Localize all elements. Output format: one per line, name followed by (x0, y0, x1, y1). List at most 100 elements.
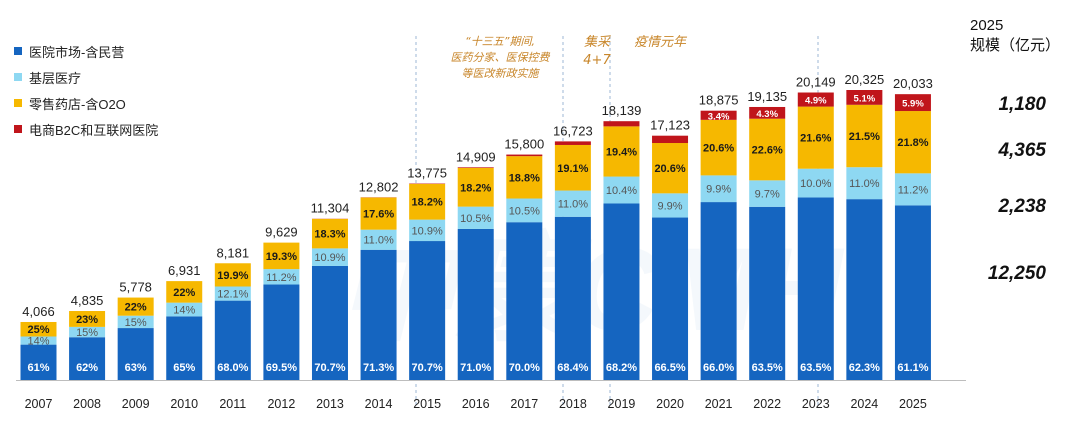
segment-label-2014-s0: 71.3% (363, 362, 394, 374)
bar-segment-2016-s1 (457, 206, 494, 229)
x-tick-2015: 2015 (413, 397, 441, 411)
x-tick-2010: 2010 (170, 397, 198, 411)
total-label-2015: 13,775 (407, 165, 447, 180)
segment-label-2011-s0: 68.0% (217, 362, 248, 374)
segment-label-2016-s1: 10.5% (460, 213, 491, 225)
legend-swatch-hospital (14, 47, 22, 55)
segment-label-2013-s0: 70.7% (314, 362, 345, 374)
bar-segment-2008-s1 (69, 326, 106, 338)
total-label-2008: 4,835 (71, 293, 104, 308)
segment-label-2024-s2: 21.5% (849, 131, 880, 143)
bar-segment-2023-s1 (797, 168, 834, 198)
x-tick-2014: 2014 (365, 397, 393, 411)
x-tick-2007: 2007 (25, 397, 53, 411)
bar-segment-2019-s3 (603, 121, 640, 127)
total-label-2010: 6,931 (168, 263, 201, 278)
x-tick-2016: 2016 (462, 397, 490, 411)
bar-segment-2017-s3 (506, 154, 543, 157)
legend-item-hospital: 医院市场-含民营 (14, 38, 158, 64)
bar-segment-2008-s0 (69, 337, 106, 380)
segment-label-2016-s2: 18.2% (460, 182, 491, 194)
segment-label-2021-s3: 3.4% (708, 111, 730, 122)
segment-label-2025-s0: 61.1% (897, 362, 928, 374)
segment-label-2022-s3: 4.3% (756, 109, 778, 120)
total-label-2012: 9,629 (265, 225, 298, 240)
bar-segment-2012-s2 (263, 242, 300, 270)
bar-segment-2025-s0 (894, 205, 931, 380)
legend-label-primary-care: 基层医疗 (29, 70, 82, 86)
bar-segment-2017-s0 (506, 222, 543, 380)
segment-label-2022-s0: 63.5% (752, 362, 783, 374)
bar-segment-2021-s3 (700, 110, 737, 120)
bar-segment-2024-s2 (846, 104, 883, 168)
bar-segment-2014-s2 (360, 197, 397, 230)
x-tick-2008: 2008 (73, 397, 101, 411)
segment-label-2009-s1: 15% (125, 317, 147, 329)
total-label-2011: 8,181 (217, 245, 250, 260)
segment-label-2018-s1: 11.0% (558, 199, 589, 211)
x-tick-2011: 2011 (219, 397, 246, 411)
total-label-2024: 20,325 (844, 72, 884, 87)
segment-label-2007-s1: 14% (27, 336, 49, 348)
total-label-2025: 20,033 (893, 76, 933, 91)
bar-segment-2008-s2 (69, 311, 106, 327)
bar-segment-2010-s2 (166, 281, 203, 303)
bar-segment-2025-s3 (894, 94, 931, 112)
bar-segment-2017-s2 (506, 156, 543, 199)
bar-segment-2018-s0 (554, 216, 591, 380)
bar-segment-2019-s2 (603, 126, 640, 177)
bar-segment-2013-s2 (311, 218, 348, 249)
segment-label-2018-s0: 68.4% (557, 362, 588, 374)
segment-label-2007-s0: 61% (27, 362, 49, 374)
segment-label-2008-s0: 62% (76, 362, 98, 374)
bar-segment-2024-s0 (846, 199, 883, 380)
segment-label-2019-s2: 19.4% (606, 146, 637, 158)
segment-label-2010-s2: 22% (173, 287, 195, 299)
side-value-retail: 4,365 (998, 140, 1046, 161)
bar-segment-2025-s2 (894, 111, 931, 174)
x-tick-2024: 2024 (850, 397, 878, 411)
x-tick-2009: 2009 (122, 397, 150, 411)
total-label-2016: 14,909 (456, 149, 496, 164)
bar-segment-2011-s0 (214, 300, 251, 380)
bar-segment-2023-s2 (797, 106, 834, 169)
total-label-2017: 15,800 (504, 137, 544, 152)
segment-label-2020-s2: 20.6% (654, 163, 685, 175)
segment-label-2023-s1: 10.0% (800, 178, 831, 190)
bar-segment-2014-s1 (360, 229, 397, 250)
bar-segment-2014-s0 (360, 249, 397, 380)
x-tick-2019: 2019 (608, 397, 636, 411)
x-tick-2020: 2020 (656, 397, 684, 411)
segment-label-2013-s1: 10.9% (314, 252, 345, 264)
segment-label-2014-s1: 11.0% (363, 235, 394, 247)
segment-label-2021-s0: 66.0% (703, 362, 734, 374)
bar-segment-2022-s3 (749, 106, 786, 119)
segment-label-2022-s2: 22.6% (752, 145, 783, 157)
annotation-procurement: 集采 4+7 (572, 34, 622, 70)
x-tick-2018: 2018 (559, 397, 587, 411)
segment-label-2012-s0: 69.5% (266, 362, 297, 374)
segment-label-2007-s2: 25% (27, 324, 49, 336)
annotation-13th-five-year: “十三五”期间, 医药分家、医保控费 等医改新政实施 (430, 34, 570, 82)
bar-segment-2010-s0 (166, 316, 203, 380)
bar-segment-2020-s3 (652, 135, 689, 144)
segment-label-2023-s2: 21.6% (800, 133, 831, 145)
bar-segment-2024-s1 (846, 167, 883, 200)
segment-label-2019-s1: 10.4% (606, 185, 637, 197)
x-tick-2012: 2012 (267, 397, 295, 411)
bar-segment-2012-s1 (263, 269, 300, 285)
segment-label-2024-s3: 5.1% (854, 93, 876, 104)
legend-item-primary-care: 基层医疗 (14, 64, 158, 90)
bar-segment-2021-s0 (700, 202, 737, 380)
total-label-2013: 11,304 (311, 201, 350, 216)
segment-label-2017-s2: 18.8% (509, 172, 540, 184)
segment-label-2013-s2: 18.3% (314, 229, 345, 241)
bar-segment-2007-s0 (20, 344, 57, 380)
bar-segment-2015-s2 (409, 183, 446, 220)
bar-segment-2020-s1 (652, 193, 689, 218)
total-label-2007: 4,066 (22, 304, 55, 319)
segment-label-2017-s1: 10.5% (509, 205, 540, 217)
bar-segment-2024-s3 (846, 90, 883, 105)
bar-segment-2012-s0 (263, 284, 300, 380)
segment-label-2015-s0: 70.7% (412, 362, 443, 374)
